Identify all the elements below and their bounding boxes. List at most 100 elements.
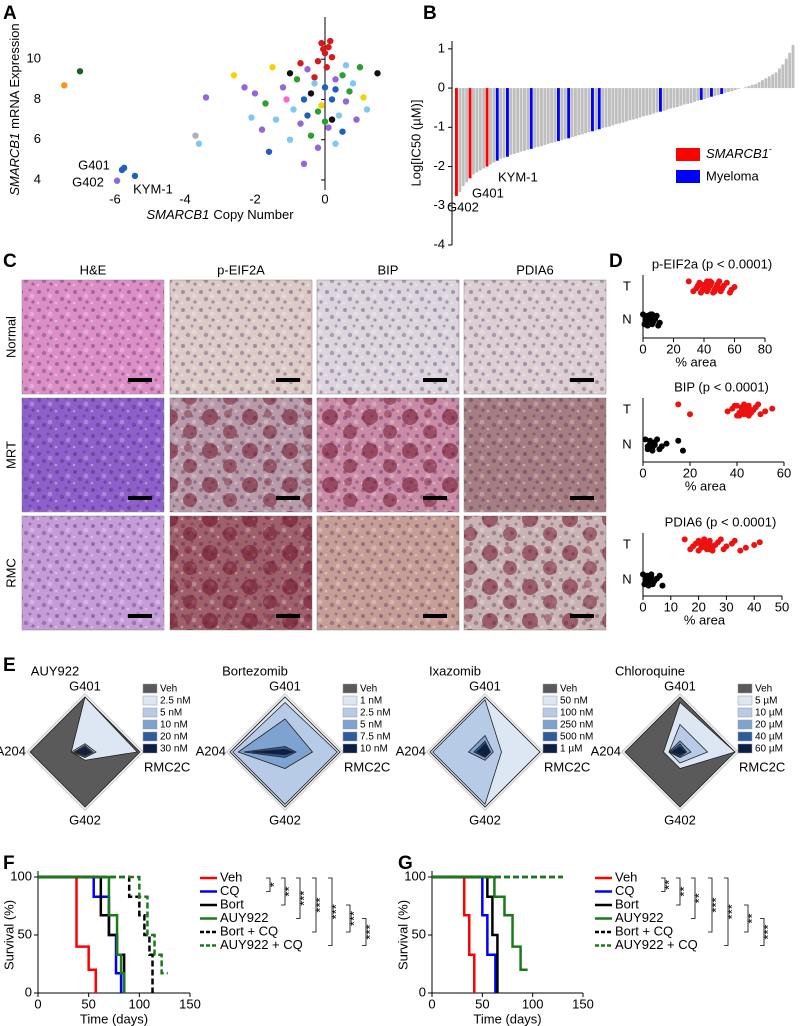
significance-label: ** [281, 886, 296, 896]
data-point [679, 447, 686, 454]
column-header: PDIA6 [516, 262, 554, 277]
significance-label: ** [661, 880, 676, 890]
significance-bracket [760, 918, 765, 946]
bar [703, 88, 707, 100]
significance-bracket [362, 918, 367, 946]
bar [482, 88, 486, 169]
data-point [258, 126, 266, 133]
legend-swatch [142, 707, 158, 718]
bar [468, 88, 472, 179]
legend-swatch [142, 683, 158, 694]
data-point [723, 543, 730, 550]
significance-label: * [266, 882, 281, 887]
significance-bracket [346, 904, 351, 933]
histology-texture [317, 280, 459, 394]
legend-swatch [142, 731, 158, 742]
bar [733, 88, 737, 91]
y-tick-label: 0 [419, 984, 426, 999]
legend-swatch [676, 148, 700, 161]
data-point [297, 60, 304, 67]
bar [713, 88, 717, 96]
column-header: H&E [80, 262, 107, 277]
legend-swatch [542, 731, 558, 742]
legend-label: 10 µM [755, 708, 783, 719]
legend-label: 50 nM [560, 696, 588, 707]
data-point [756, 539, 763, 546]
bar [570, 88, 574, 138]
survival-curve [38, 875, 126, 993]
legend-label: 10 nM [160, 720, 188, 731]
legend-label: 2.5 nM [160, 696, 191, 707]
y-tick-label: -1 [433, 119, 445, 134]
bar [754, 84, 758, 89]
x-tick-label: -4 [179, 191, 191, 206]
legend-swatch [342, 695, 358, 706]
data-point [304, 66, 311, 73]
significance-label: *** [724, 904, 739, 919]
data-point [755, 401, 762, 408]
bar [584, 88, 588, 134]
scale-bar [128, 496, 152, 500]
bar [761, 80, 764, 89]
bar [669, 88, 673, 109]
data-point [663, 440, 670, 447]
histology-texture [22, 398, 164, 512]
bar [536, 88, 540, 147]
bar [648, 88, 652, 115]
legend-label: AUY922 + CQ [615, 937, 698, 952]
data-point [656, 572, 663, 579]
bar [676, 88, 679, 107]
data-point [251, 90, 259, 97]
bar [591, 88, 594, 132]
y-tick-label: 10 [27, 51, 41, 66]
bar [465, 88, 469, 183]
gene-name: SMARCB1 [7, 133, 22, 196]
bar [723, 88, 727, 93]
y-tick-label: 50 [412, 926, 426, 941]
row-label: Normal [3, 316, 18, 358]
scale-bar [128, 378, 152, 382]
legend-label: AUY922 [615, 910, 663, 925]
scale-bar [276, 378, 300, 382]
bar [499, 88, 503, 159]
radar-area [75, 747, 92, 756]
axis-label: G402 [69, 812, 101, 827]
column-header: BIP [378, 262, 399, 277]
data-point [323, 64, 330, 71]
data-point [293, 76, 301, 83]
data-point [659, 582, 666, 589]
panel-label: B [423, 3, 437, 24]
histology-texture [464, 398, 606, 512]
bar [563, 88, 567, 140]
survival-curve [38, 875, 154, 993]
data-point [363, 106, 371, 113]
bar [696, 88, 700, 101]
x-axis-label: Time (days) [80, 1011, 148, 1026]
legend-swatch [542, 683, 558, 694]
data-point [716, 285, 723, 292]
data-point [658, 443, 665, 450]
data-point [731, 402, 738, 409]
data-point [314, 144, 322, 151]
x-tick-label: 100 [522, 996, 544, 1011]
legend-swatch [342, 731, 358, 742]
bar [495, 88, 499, 161]
data-point [757, 411, 764, 418]
data-point [318, 39, 325, 47]
legend-label: AUY922 + CQ [220, 937, 303, 952]
chart-title: PDIA6 (p < 0.0001) [665, 514, 777, 529]
data-point [748, 407, 755, 413]
legend-swatch [342, 743, 358, 754]
significance-bracket [708, 877, 713, 933]
data-point [640, 311, 646, 318]
data-point [290, 106, 297, 113]
axis-label: G401 [269, 678, 301, 693]
axis-label: G402 [664, 812, 696, 827]
x-tick-label: 0 [428, 996, 435, 1011]
data-point [332, 86, 339, 93]
x-tick-label: 30 [719, 599, 733, 614]
legend-swatch [542, 719, 558, 730]
bar [635, 88, 639, 119]
bar [693, 88, 696, 102]
legend-swatch [142, 743, 158, 754]
